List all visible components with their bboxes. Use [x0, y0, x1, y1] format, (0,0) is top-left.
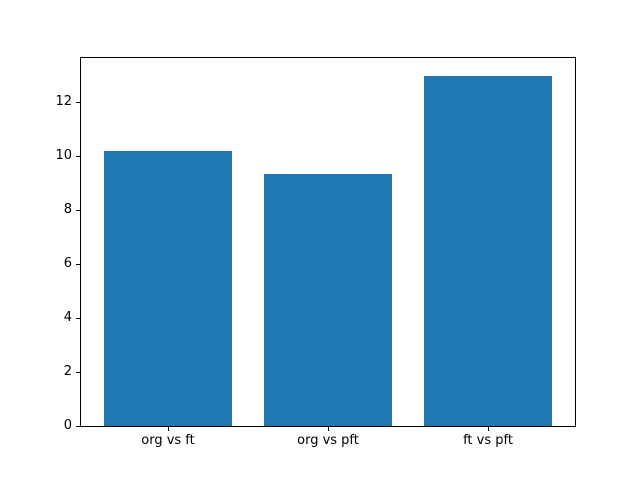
y-tick-label: 6 [63, 256, 72, 271]
bar [103, 151, 232, 426]
x-tick-mark [328, 427, 329, 431]
y-tick-label: 8 [63, 202, 72, 217]
plot-area [80, 57, 576, 427]
y-tick-mark [76, 318, 80, 319]
y-tick-label: 12 [55, 94, 72, 109]
y-tick-mark [76, 210, 80, 211]
x-tick-label: org vs pft [297, 433, 359, 448]
y-tick-label: 4 [63, 310, 72, 325]
y-tick-mark [76, 372, 80, 373]
y-tick-mark [76, 426, 80, 427]
y-tick-label: 10 [55, 148, 72, 163]
y-tick-mark [76, 156, 80, 157]
x-tick-label: org vs ft [141, 433, 195, 448]
y-tick-mark [76, 102, 80, 103]
y-tick-mark [76, 264, 80, 265]
x-tick-mark [488, 427, 489, 431]
y-tick-label: 2 [63, 364, 72, 379]
bar [424, 75, 553, 426]
bar [263, 173, 393, 426]
y-tick-label: 0 [63, 418, 72, 433]
x-tick-label: ft vs pft [463, 433, 513, 448]
x-tick-mark [168, 427, 169, 431]
